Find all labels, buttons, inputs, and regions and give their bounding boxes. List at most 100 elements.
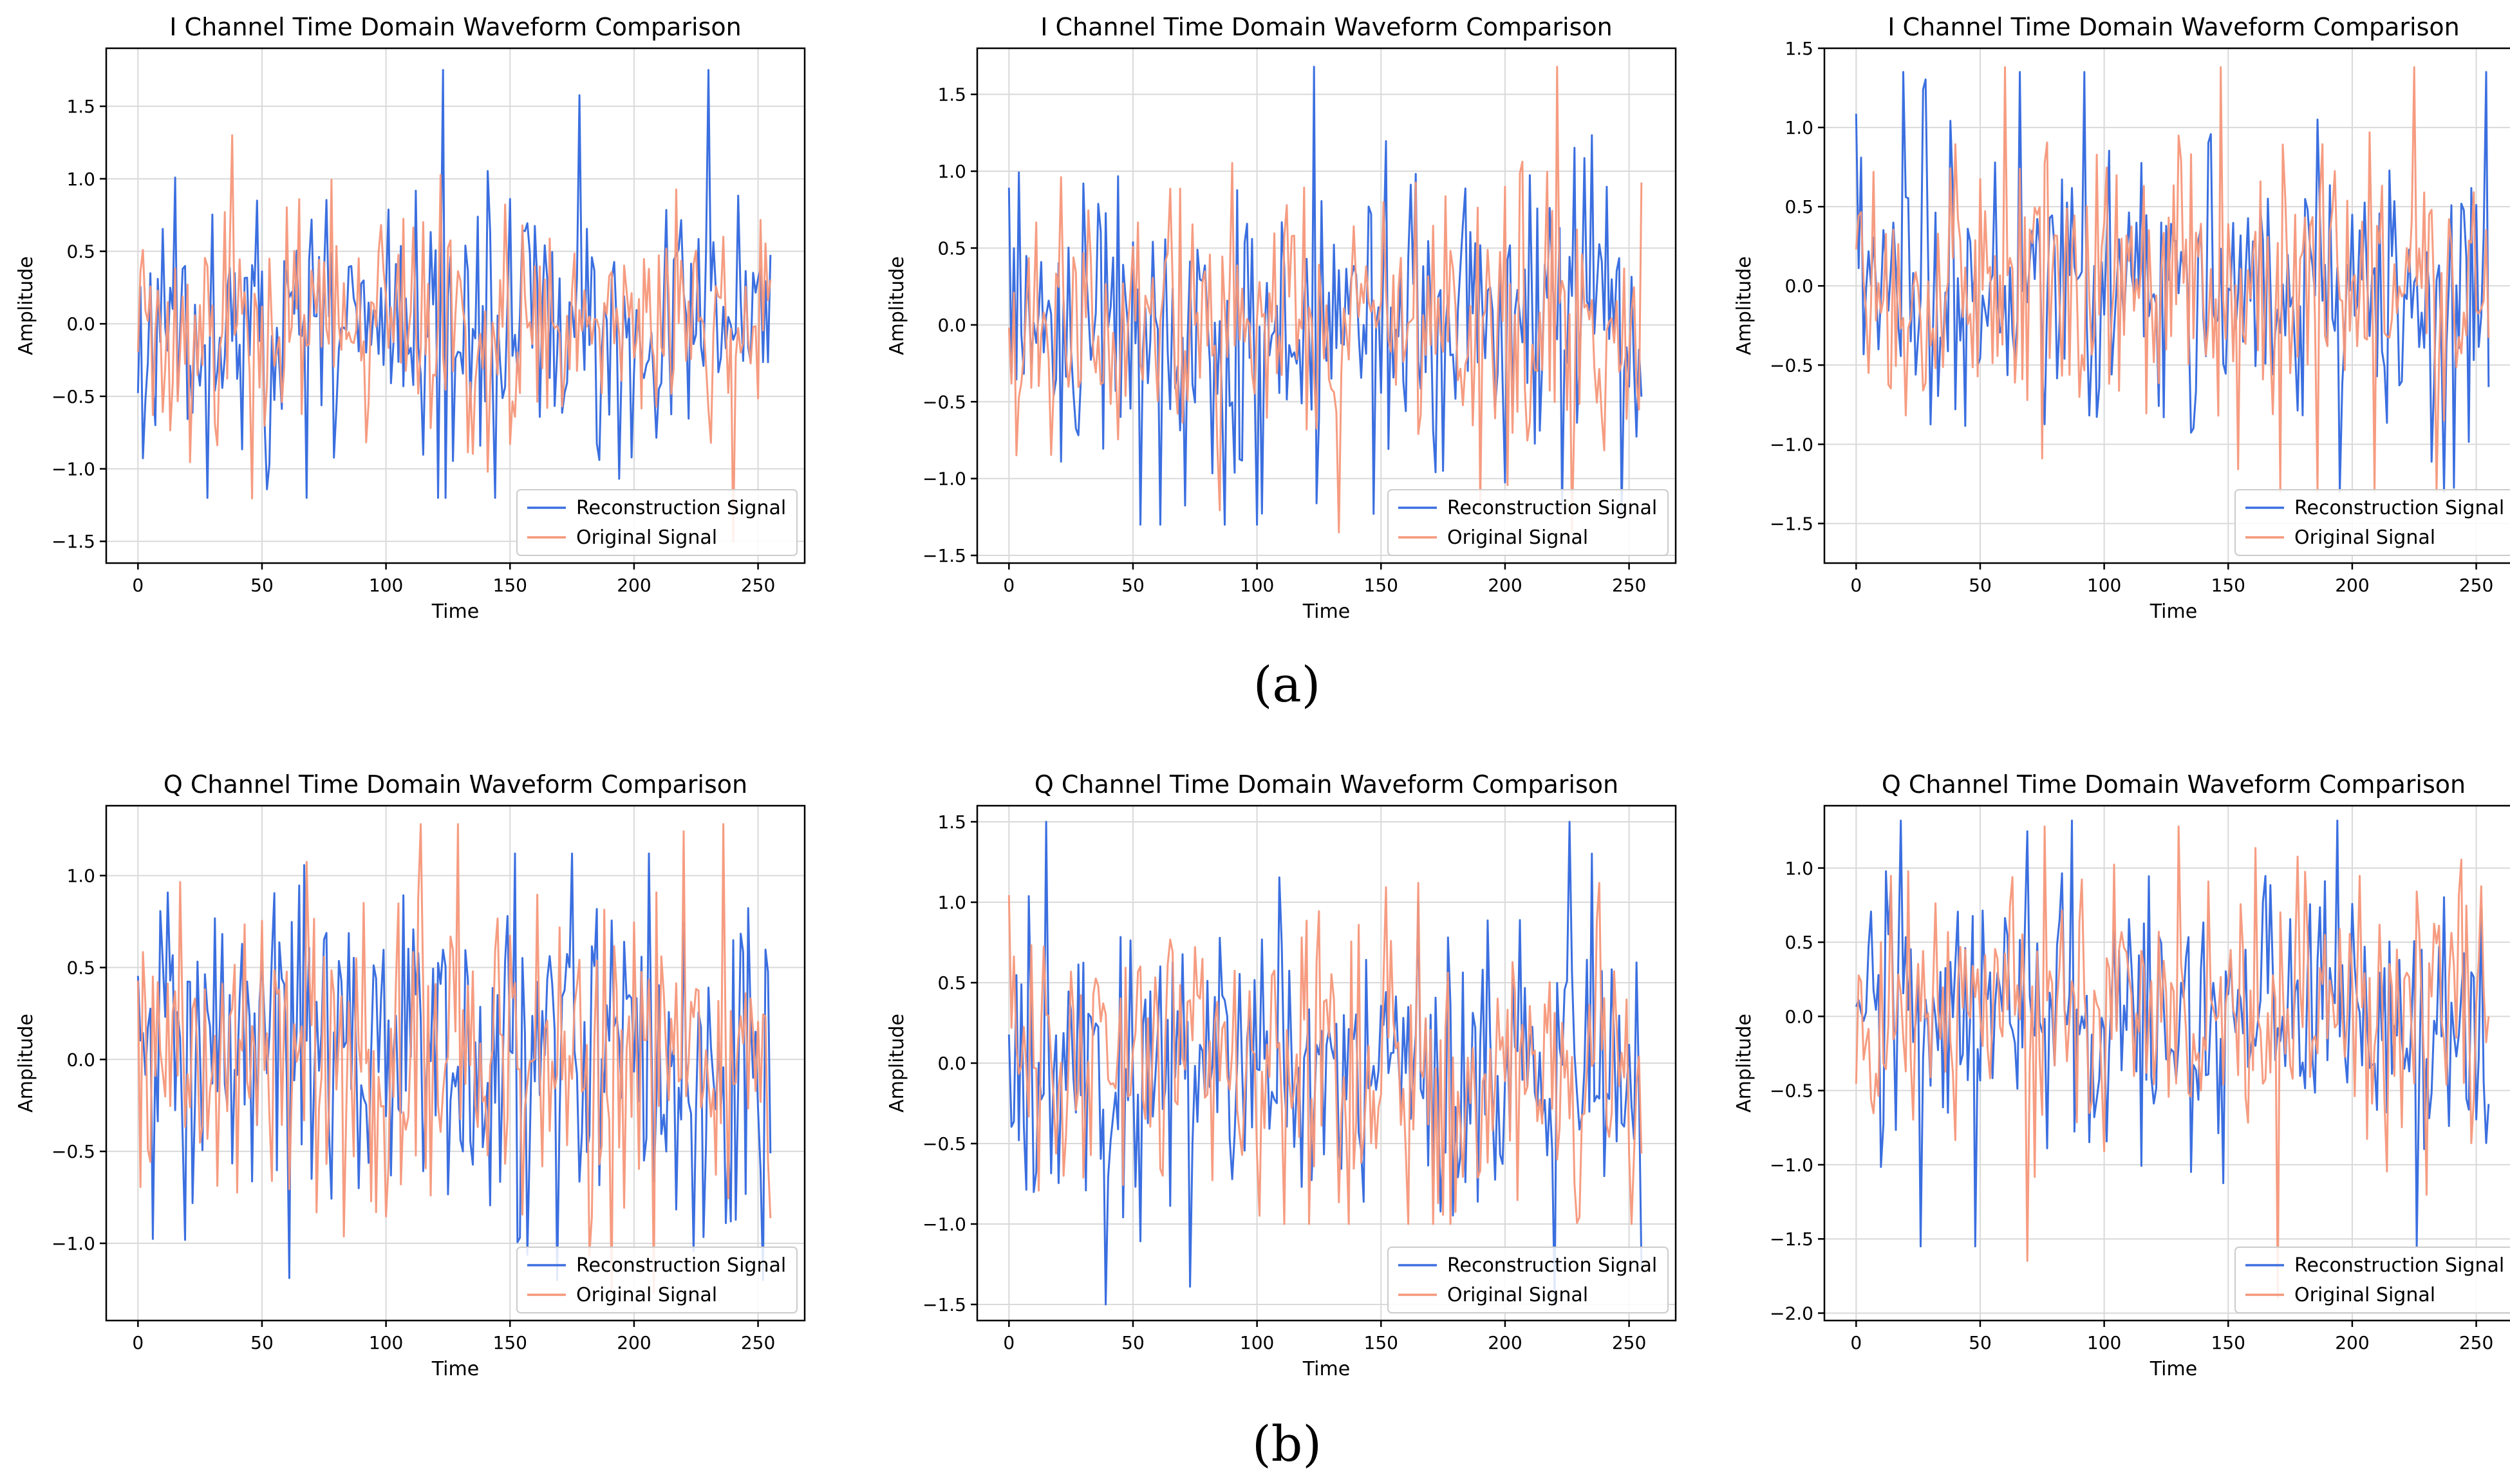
x-tick-label: 200 [617,575,651,596]
x-tick-label: 150 [1364,1332,1398,1353]
chart-legend: Reconstruction Signal Original Signal [1387,489,1669,556]
y-tick-label: 0.5 [66,241,95,262]
x-axis-label: Time [431,600,479,623]
chart-axes-frame [1823,804,2510,1322]
x-tick-label: 100 [369,1332,403,1353]
y-tick-label: 1.0 [1784,117,1813,138]
y-tick-label: −1.5 [1770,513,1813,534]
chart-legend: Reconstruction Signal Original Signal [1387,1247,1669,1313]
chart-legend: Reconstruction Signal Original Signal [516,489,798,556]
chart-legend: Reconstruction Signal Original Signal [516,1247,798,1313]
x-axis-label: Time [2149,600,2197,623]
y-tick-label: −1.5 [923,545,966,566]
y-tick-label: 1.0 [937,161,966,182]
chart-grid [1824,806,2510,1321]
legend-label: Original Signal [1447,1284,1588,1306]
legend-label: Reconstruction Signal [576,497,786,519]
legend-label: Reconstruction Signal [2294,1254,2504,1277]
x-tick-label: 50 [1121,575,1145,596]
x-tick-label: 150 [493,1332,527,1353]
original-signal-line [136,134,772,543]
y-tick-label: −1.0 [1770,434,1813,455]
legend-box [1387,489,1669,556]
y-tick-label: 1.5 [1784,38,1813,59]
x-tick-label: 150 [2211,1332,2245,1353]
chart-axes-frame [1823,47,2510,564]
x-tick-label: 0 [132,575,144,596]
chart-series-group [136,69,772,543]
legend-box [2234,489,2510,556]
x-tick-label: 50 [1121,1332,1145,1353]
y-tick-label: 1.5 [937,84,966,106]
chart-title: Q Channel Time Domain Waveform Compariso… [1035,770,1618,799]
legend-box [516,489,798,556]
x-tick-label: 250 [1612,575,1646,596]
y-tick-label: 1.0 [66,169,95,190]
y-tick-label: 0.0 [66,1049,95,1070]
y-tick-label: 0.0 [937,1053,966,1074]
y-tick-label: 1.0 [66,866,95,887]
chart-series-group [1007,821,1643,1306]
x-tick-label: 0 [1003,1332,1015,1353]
legend-box [2234,1247,2510,1313]
chart-axes-frame [976,47,1677,564]
x-tick-label: 250 [741,1332,775,1353]
y-axis-label: Amplitude [886,256,908,355]
y-tick-label: 0.5 [937,237,966,259]
legend-label: Original Signal [2294,1284,2435,1306]
y-tick-label: −1.0 [52,1233,95,1254]
y-tick-label: −1.5 [52,531,95,552]
y-tick-label: −0.5 [1770,355,1813,376]
panels: 0 50 100 150 200 250 −1.5 −1.0 −0.5 0.0 0.5 1.0 1.5 I… [15,13,2510,1380]
x-tick-label: 150 [2211,575,2245,596]
chart-panel-a-2: 0 50 100 150 200 250 −1.5 −1.0 −0.5 0.0 0.5 1.0 1.5 I… [886,13,1677,623]
x-tick-label: 100 [369,575,403,596]
x-tick-label: 200 [2335,1332,2369,1353]
reconstruction-signal-line [136,69,772,499]
y-tick-label: −0.5 [1770,1081,1813,1102]
legend-label: Reconstruction Signal [1447,497,1657,519]
x-tick-label: 50 [1969,575,1992,596]
y-tick-label: 1.0 [1784,858,1813,879]
chart-panel-b-2: 0 50 100 150 200 250 −1.5 −1.0 −0.5 0.0 0.5 1.0 1.5 Q… [886,770,1677,1380]
x-tick-label: 200 [1488,575,1522,596]
chart-axes-frame [105,804,806,1322]
chart-title: I Channel Time Domain Waveform Compariso… [1887,13,2459,41]
y-tick-label: −1.0 [923,1214,966,1235]
caption-a: (a) [1253,656,1321,713]
y-tick-label: 1.5 [937,812,966,833]
y-axis-label: Amplitude [1733,256,1756,355]
y-tick-label: 1.0 [937,892,966,913]
y-tick-label: 0.5 [66,957,95,978]
y-tick-label: −1.5 [923,1294,966,1315]
x-tick-label: 0 [1850,575,1862,596]
chart-panel-b-1: 0 50 100 150 200 250 −1.0 −0.5 0.0 0.5 1.0 Q Channe… [15,770,806,1380]
y-axis-label: Amplitude [15,1014,37,1113]
x-tick-label: 0 [1850,1332,1862,1353]
chart-panel-a-3: 0 50 100 150 200 250 −1.5 −1.0 −0.5 0.0 0.5 1.0 1.5 I… [1733,13,2510,623]
chart-title: Q Channel Time Domain Waveform Compariso… [164,770,747,799]
x-tick-label: 150 [1364,575,1398,596]
y-tick-label: 0.0 [66,313,95,335]
chart-title: I Channel Time Domain Waveform Compariso… [1040,13,1612,41]
legend-label: Original Signal [576,1284,717,1306]
legend-label: Original Signal [2294,526,2435,549]
x-axis-label: Time [431,1358,479,1380]
y-tick-label: 0.5 [937,972,966,994]
chart-title: I Channel Time Domain Waveform Compariso… [169,13,741,41]
x-axis-label: Time [1302,1358,1350,1380]
y-tick-label: −0.5 [52,386,95,407]
legend-label: Reconstruction Signal [2294,497,2504,519]
y-tick-label: 0.0 [937,315,966,336]
chart-series-group [1855,819,2490,1299]
chart-series-group [136,823,772,1294]
x-tick-label: 100 [1240,1332,1274,1353]
y-tick-label: −0.5 [52,1141,95,1162]
x-tick-label: 250 [2459,1332,2493,1353]
x-tick-label: 100 [2087,1332,2121,1353]
y-tick-label: 0.0 [1784,1006,1813,1027]
x-tick-label: 100 [2087,575,2121,596]
chart-series-group [1007,66,1643,533]
